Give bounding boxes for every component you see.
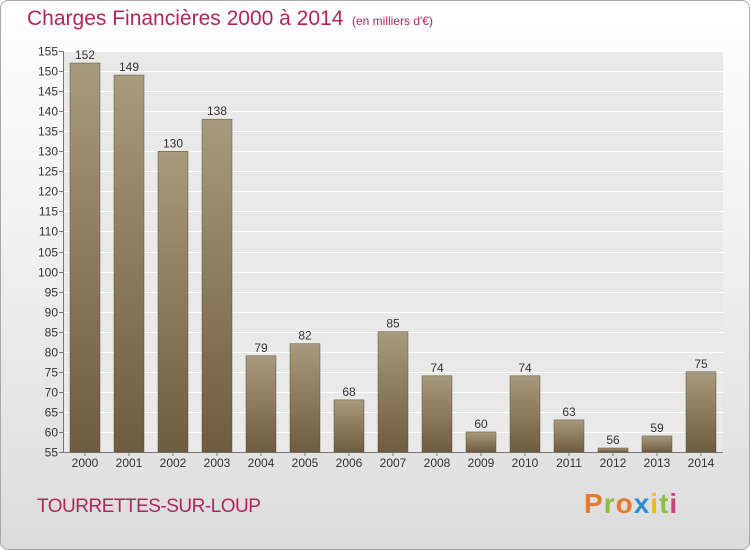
y-tick-label: 55 bbox=[45, 446, 59, 460]
bar-2004 bbox=[245, 355, 277, 453]
bar-2003 bbox=[201, 118, 233, 453]
bar-2001 bbox=[113, 74, 145, 453]
x-tick-label-2002: 2002 bbox=[160, 456, 187, 470]
x-tick-label-2012: 2012 bbox=[600, 456, 627, 470]
data-label-2012: 56 bbox=[606, 433, 620, 447]
bar-2006 bbox=[333, 399, 365, 453]
y-tick-label: 110 bbox=[39, 225, 58, 239]
y-tick-label: 100 bbox=[38, 266, 58, 280]
x-tick-label-2000: 2000 bbox=[72, 456, 99, 470]
y-tick-label: 145 bbox=[38, 85, 58, 99]
x-tick-label-2008: 2008 bbox=[424, 456, 451, 470]
x-tick-label-2001: 2001 bbox=[116, 456, 143, 470]
logo-letter: t bbox=[659, 488, 670, 519]
data-label-2006: 68 bbox=[342, 385, 356, 399]
logo-letter: o bbox=[615, 488, 634, 519]
x-tick-label-2010: 2010 bbox=[512, 456, 539, 470]
chart-subtitle: (en milliers d'€) bbox=[352, 14, 433, 28]
data-label-2014: 75 bbox=[694, 357, 708, 371]
y-tick-label: 65 bbox=[45, 406, 59, 420]
x-tick-label-2013: 2013 bbox=[644, 456, 671, 470]
y-tick-label: 155 bbox=[38, 45, 58, 59]
y-tick-label: 115 bbox=[39, 205, 58, 219]
data-label-2005: 82 bbox=[298, 329, 312, 343]
data-label-2000: 152 bbox=[75, 48, 95, 62]
bar-2013 bbox=[641, 435, 673, 453]
y-tick-label: 150 bbox=[38, 65, 58, 79]
x-tick-label-2009: 2009 bbox=[468, 456, 495, 470]
bar-2002 bbox=[157, 151, 189, 453]
y-tick-label: 70 bbox=[45, 386, 59, 400]
data-label-2003: 138 bbox=[207, 104, 227, 118]
logo-letter: i bbox=[669, 488, 679, 519]
bar-2009 bbox=[465, 431, 497, 453]
x-tick-label-2004: 2004 bbox=[248, 456, 275, 470]
y-tick-label: 60 bbox=[45, 426, 59, 440]
data-label-2009: 60 bbox=[474, 417, 488, 431]
x-tick-label-2005: 2005 bbox=[292, 456, 319, 470]
chart-title: Charges Financières 2000 à 2014 bbox=[27, 7, 344, 30]
data-label-2010: 74 bbox=[518, 361, 532, 375]
y-tick-label: 90 bbox=[45, 306, 59, 320]
logo-letter: x bbox=[633, 488, 651, 519]
data-label-2008: 74 bbox=[430, 361, 444, 375]
bar-2011 bbox=[553, 419, 585, 453]
data-label-2001: 149 bbox=[119, 60, 139, 74]
bar-2010 bbox=[509, 375, 541, 453]
y-tick-label: 80 bbox=[45, 346, 59, 360]
bar-2012 bbox=[597, 447, 629, 453]
bar-2014 bbox=[685, 371, 717, 453]
data-label-2013: 59 bbox=[650, 421, 664, 435]
y-tick-label: 85 bbox=[45, 326, 59, 340]
y-tick-label: 125 bbox=[38, 165, 58, 179]
logo-letter: P bbox=[584, 488, 604, 519]
y-tick-label: 95 bbox=[45, 286, 59, 300]
x-tick-label-2006: 2006 bbox=[336, 456, 363, 470]
logo-letter: r bbox=[603, 488, 616, 519]
data-label-2007: 85 bbox=[386, 317, 400, 331]
x-tick-label-2014: 2014 bbox=[688, 456, 715, 470]
data-label-2004: 79 bbox=[254, 341, 268, 355]
y-tick-label: 135 bbox=[38, 125, 58, 139]
y-tick-label: 140 bbox=[38, 105, 58, 119]
x-tick-label-2007: 2007 bbox=[380, 456, 407, 470]
bar-2005 bbox=[289, 343, 321, 453]
data-label-2011: 63 bbox=[562, 405, 576, 419]
y-tick-label: 120 bbox=[38, 185, 58, 199]
y-tick-label: 130 bbox=[38, 145, 58, 159]
y-tick-label: 105 bbox=[38, 246, 58, 260]
bar-2007 bbox=[377, 331, 409, 453]
x-tick-label-2011: 2011 bbox=[556, 456, 582, 470]
bar-2000 bbox=[69, 62, 101, 453]
x-tick-label-2003: 2003 bbox=[204, 456, 231, 470]
logo-letter: i bbox=[650, 488, 660, 519]
commune-name: TOURRETTES-SUR-LOUP bbox=[37, 496, 261, 517]
data-label-2002: 130 bbox=[163, 136, 183, 150]
proxiti-logo[interactable]: Proxiti bbox=[584, 488, 678, 520]
y-tick-label: 75 bbox=[45, 366, 59, 380]
bar-2008 bbox=[421, 375, 453, 453]
